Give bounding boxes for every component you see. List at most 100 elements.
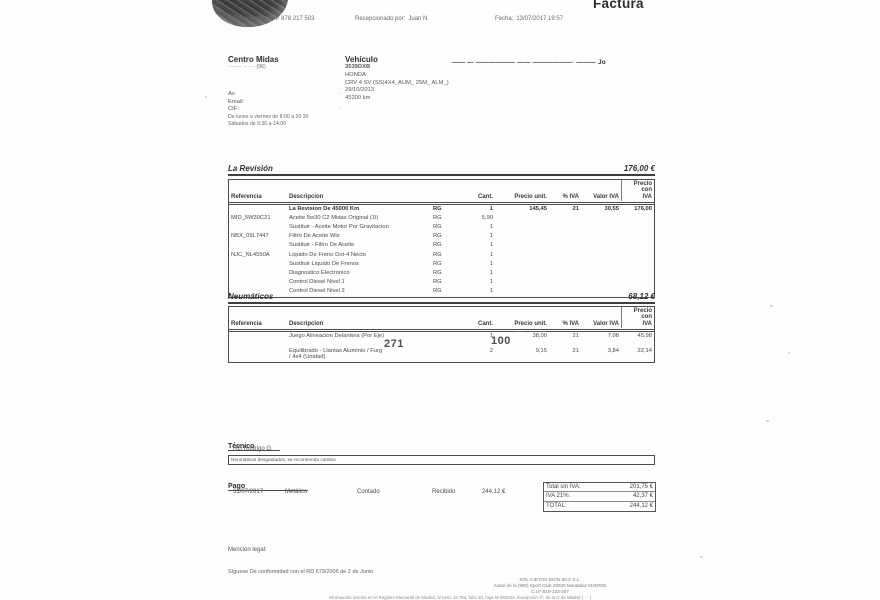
table-row: MID_5W30C21 Aceite 5w30 C2 Midas Origina… <box>229 214 654 223</box>
cell-valor <box>581 242 621 251</box>
total-label: Total sin IVA: <box>546 484 581 491</box>
cell-rg <box>431 332 465 347</box>
cell-desc-text: Juego Alineacion Delantera (Por Eje) <box>289 332 385 339</box>
cell-desc-text: Control Diesel Nivel 1 <box>289 279 345 286</box>
col-descripcion: Descripcion <box>289 320 324 327</box>
cell-precio: 38,00 <box>532 332 547 339</box>
received-by-value: Juan N. <box>408 16 430 22</box>
received-by: Recepcionado por: Juan N. <box>355 16 429 22</box>
table-row: La Revision De 45000 Km RG 1 145,45 21 3… <box>229 205 654 214</box>
technician-name: RG Rodrigo G. <box>233 446 273 452</box>
cell-desc-text: La Revision De 45000 Km <box>289 205 360 212</box>
table-row: Diagnostico Electronico RG 1 <box>229 269 654 278</box>
customer-block: ―― ― ―――――― ―― ――――――· ――― Jo · ·· · · ·… <box>452 59 637 102</box>
col-precio-con-iva-line1: Precio con <box>633 307 652 321</box>
cell-desc: Sustituir - Aceite Motor Por Gravitacion <box>287 224 431 233</box>
totals-box: Total sin IVA: 201,75 € IVA 21%: 42,37 €… <box>543 482 656 512</box>
cell-desc: Equilibrado - Llantas Aluminio / Furg / … <box>287 347 431 362</box>
center-cif: CIF: · <box>228 106 340 114</box>
document-number-label: Documento nº: <box>233 16 273 22</box>
address-label: Av. <box>228 90 236 97</box>
cell-iva <box>549 260 581 269</box>
cell-desc-text: Filtro De Aceite Wix <box>289 233 340 240</box>
cell-rg: RG <box>433 242 442 249</box>
cell-rg: RG <box>433 269 442 276</box>
total-value: 42,37 € <box>632 493 653 500</box>
tires-table: Referencia Descripcion Cant. Precio unit… <box>228 306 655 364</box>
cell-desc-text: Sustituir - Filtro De Aceite <box>289 242 355 249</box>
vehicle-brand: HONDA <box>345 71 366 78</box>
cell-total: 45,98 <box>637 332 652 339</box>
cell-valor: 30,55 <box>604 205 619 212</box>
col-referencia: Referencia <box>231 320 262 327</box>
cell-ref <box>229 242 287 251</box>
cell-desc-text: Sustituir - Aceite Motor Por Gravitacion <box>289 224 389 231</box>
cell-ref <box>229 332 287 347</box>
cell-iva <box>549 279 581 288</box>
payment-status: Recibido <box>432 489 456 495</box>
legal-rd-line: Síguese De conformidad con el RD 679/200… <box>228 569 374 575</box>
page-title: Factura <box>593 0 644 11</box>
cell-rg: RG <box>433 224 442 231</box>
vehicle-block: Vehículo 3539DXB HONDA CRV 4 SV (SS)4X4_… <box>345 55 463 103</box>
total-value: 244,12 € <box>629 503 653 510</box>
scan-dash-artifact: — – — <box>516 328 548 335</box>
cell-iva <box>549 224 581 233</box>
cell-rg: RG <box>433 205 442 212</box>
cell-valor <box>581 260 621 269</box>
cell-valor <box>581 214 621 223</box>
tires-title: Neumáticos <box>228 292 274 301</box>
center-hours-1: De lunes a viernes de 8:00 a 20:30 <box>228 114 309 121</box>
cell-iva <box>549 214 581 223</box>
cell-desc: Diagnostico Electronico <box>287 269 431 278</box>
cell-iva <box>549 242 581 251</box>
vehicle-mileage: 45200 km <box>345 95 371 102</box>
cell-cant: 1 <box>489 251 493 258</box>
legal-fineprint: SOL·CIETOS·DION·9CO S.L. Avda/ de la (96… <box>340 577 760 595</box>
cell-precio <box>501 251 549 260</box>
col-precio-unit: Precio unit. <box>514 193 547 200</box>
cell-cant: 1 <box>489 269 493 276</box>
col-precio-unit: Precio unit. <box>514 320 547 327</box>
cell-cant: 1 <box>489 332 493 339</box>
total-value: 201,75 € <box>629 484 653 491</box>
cell-total <box>621 214 654 223</box>
col-precio-con-iva-line2: IVA <box>642 193 652 200</box>
cell-cant: 1 <box>489 279 493 286</box>
cell-ref <box>229 269 287 278</box>
table-row: Sustituir - Aceite Motor Por Gravitacion… <box>229 224 654 233</box>
cell-valor <box>581 269 621 278</box>
cell-total: 22,14 <box>637 347 652 354</box>
overlay-number-271: 271 <box>384 338 404 350</box>
vehicle-registration-date: 29/10/2013 <box>345 87 375 94</box>
col-precio-con-iva: Precio con IVA <box>621 307 654 329</box>
cell-total <box>621 242 654 251</box>
cell-precio <box>501 214 549 223</box>
cell-valor <box>581 233 621 242</box>
technician-note: Neumáticos desgastados, se recomienda ca… <box>228 455 655 465</box>
technician-label: Técnico <box>228 443 280 451</box>
scan-speck <box>205 96 207 98</box>
cell-desc: La Revision De 45000 Km <box>287 205 431 214</box>
cell-iva <box>549 233 581 242</box>
cell-ref <box>229 205 287 214</box>
table-row: Control Diesel Nivel 2 RG 1 <box>229 288 654 297</box>
cell-cant: 1 <box>489 205 493 212</box>
cell-desc: Aceite 5w30 C2 Midas Original (1l) <box>287 214 431 223</box>
cell-precio <box>501 260 549 269</box>
col-valor-iva: Valor IVA <box>593 320 619 327</box>
cell-total <box>621 251 654 260</box>
customer-secondary-line: · ·· · · ··· · <box>452 96 490 102</box>
cell-cant: 1 <box>489 288 493 295</box>
cell-iva: 21 <box>572 347 579 354</box>
cell-ref <box>229 279 287 288</box>
revision-section-header: La Revisión 176,00 € <box>228 164 655 176</box>
legal-cif: C.I.F B18-223-207 <box>531 589 569 595</box>
table-row: NBX_09L7447 Filtro De Aceite Wix RG 1 <box>229 233 654 242</box>
cell-valor: 3,84 <box>607 347 619 354</box>
cell-precio <box>501 233 549 242</box>
cell-desc-text: Equilibrado - Llantas Aluminio / Furg / … <box>289 347 383 361</box>
table-row: Equilibrado - Llantas Aluminio / Furg / … <box>229 347 654 362</box>
cell-rg: RG <box>433 288 442 295</box>
